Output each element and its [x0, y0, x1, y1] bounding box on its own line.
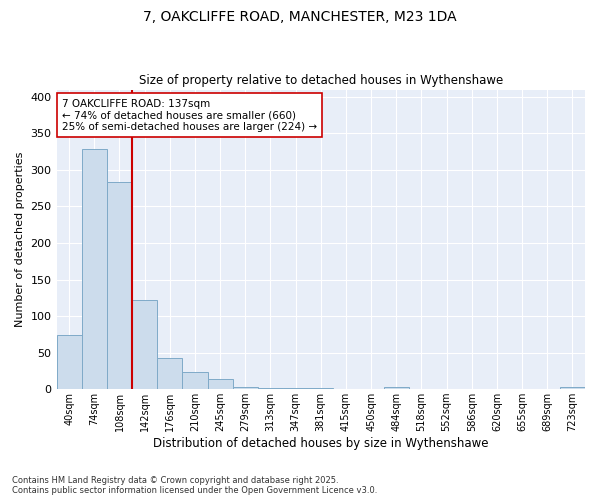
- Bar: [308, 388, 334, 389]
- Bar: [56, 335, 82, 389]
- Y-axis label: Number of detached properties: Number of detached properties: [15, 152, 25, 327]
- Bar: [233, 387, 258, 389]
- Bar: [383, 387, 409, 389]
- Bar: [132, 300, 157, 389]
- Text: Contains HM Land Registry data © Crown copyright and database right 2025.
Contai: Contains HM Land Registry data © Crown c…: [12, 476, 377, 495]
- Text: 7, OAKCLIFFE ROAD, MANCHESTER, M23 1DA: 7, OAKCLIFFE ROAD, MANCHESTER, M23 1DA: [143, 10, 457, 24]
- Bar: [82, 150, 107, 389]
- Title: Size of property relative to detached houses in Wythenshawe: Size of property relative to detached ho…: [139, 74, 503, 87]
- Text: 7 OAKCLIFFE ROAD: 137sqm
← 74% of detached houses are smaller (660)
25% of semi-: 7 OAKCLIFFE ROAD: 137sqm ← 74% of detach…: [62, 98, 317, 132]
- Bar: [560, 387, 585, 389]
- Bar: [258, 388, 283, 389]
- Bar: [157, 358, 182, 389]
- Bar: [107, 182, 132, 389]
- X-axis label: Distribution of detached houses by size in Wythenshawe: Distribution of detached houses by size …: [153, 437, 488, 450]
- Bar: [182, 372, 208, 389]
- Bar: [208, 379, 233, 389]
- Bar: [283, 388, 308, 389]
